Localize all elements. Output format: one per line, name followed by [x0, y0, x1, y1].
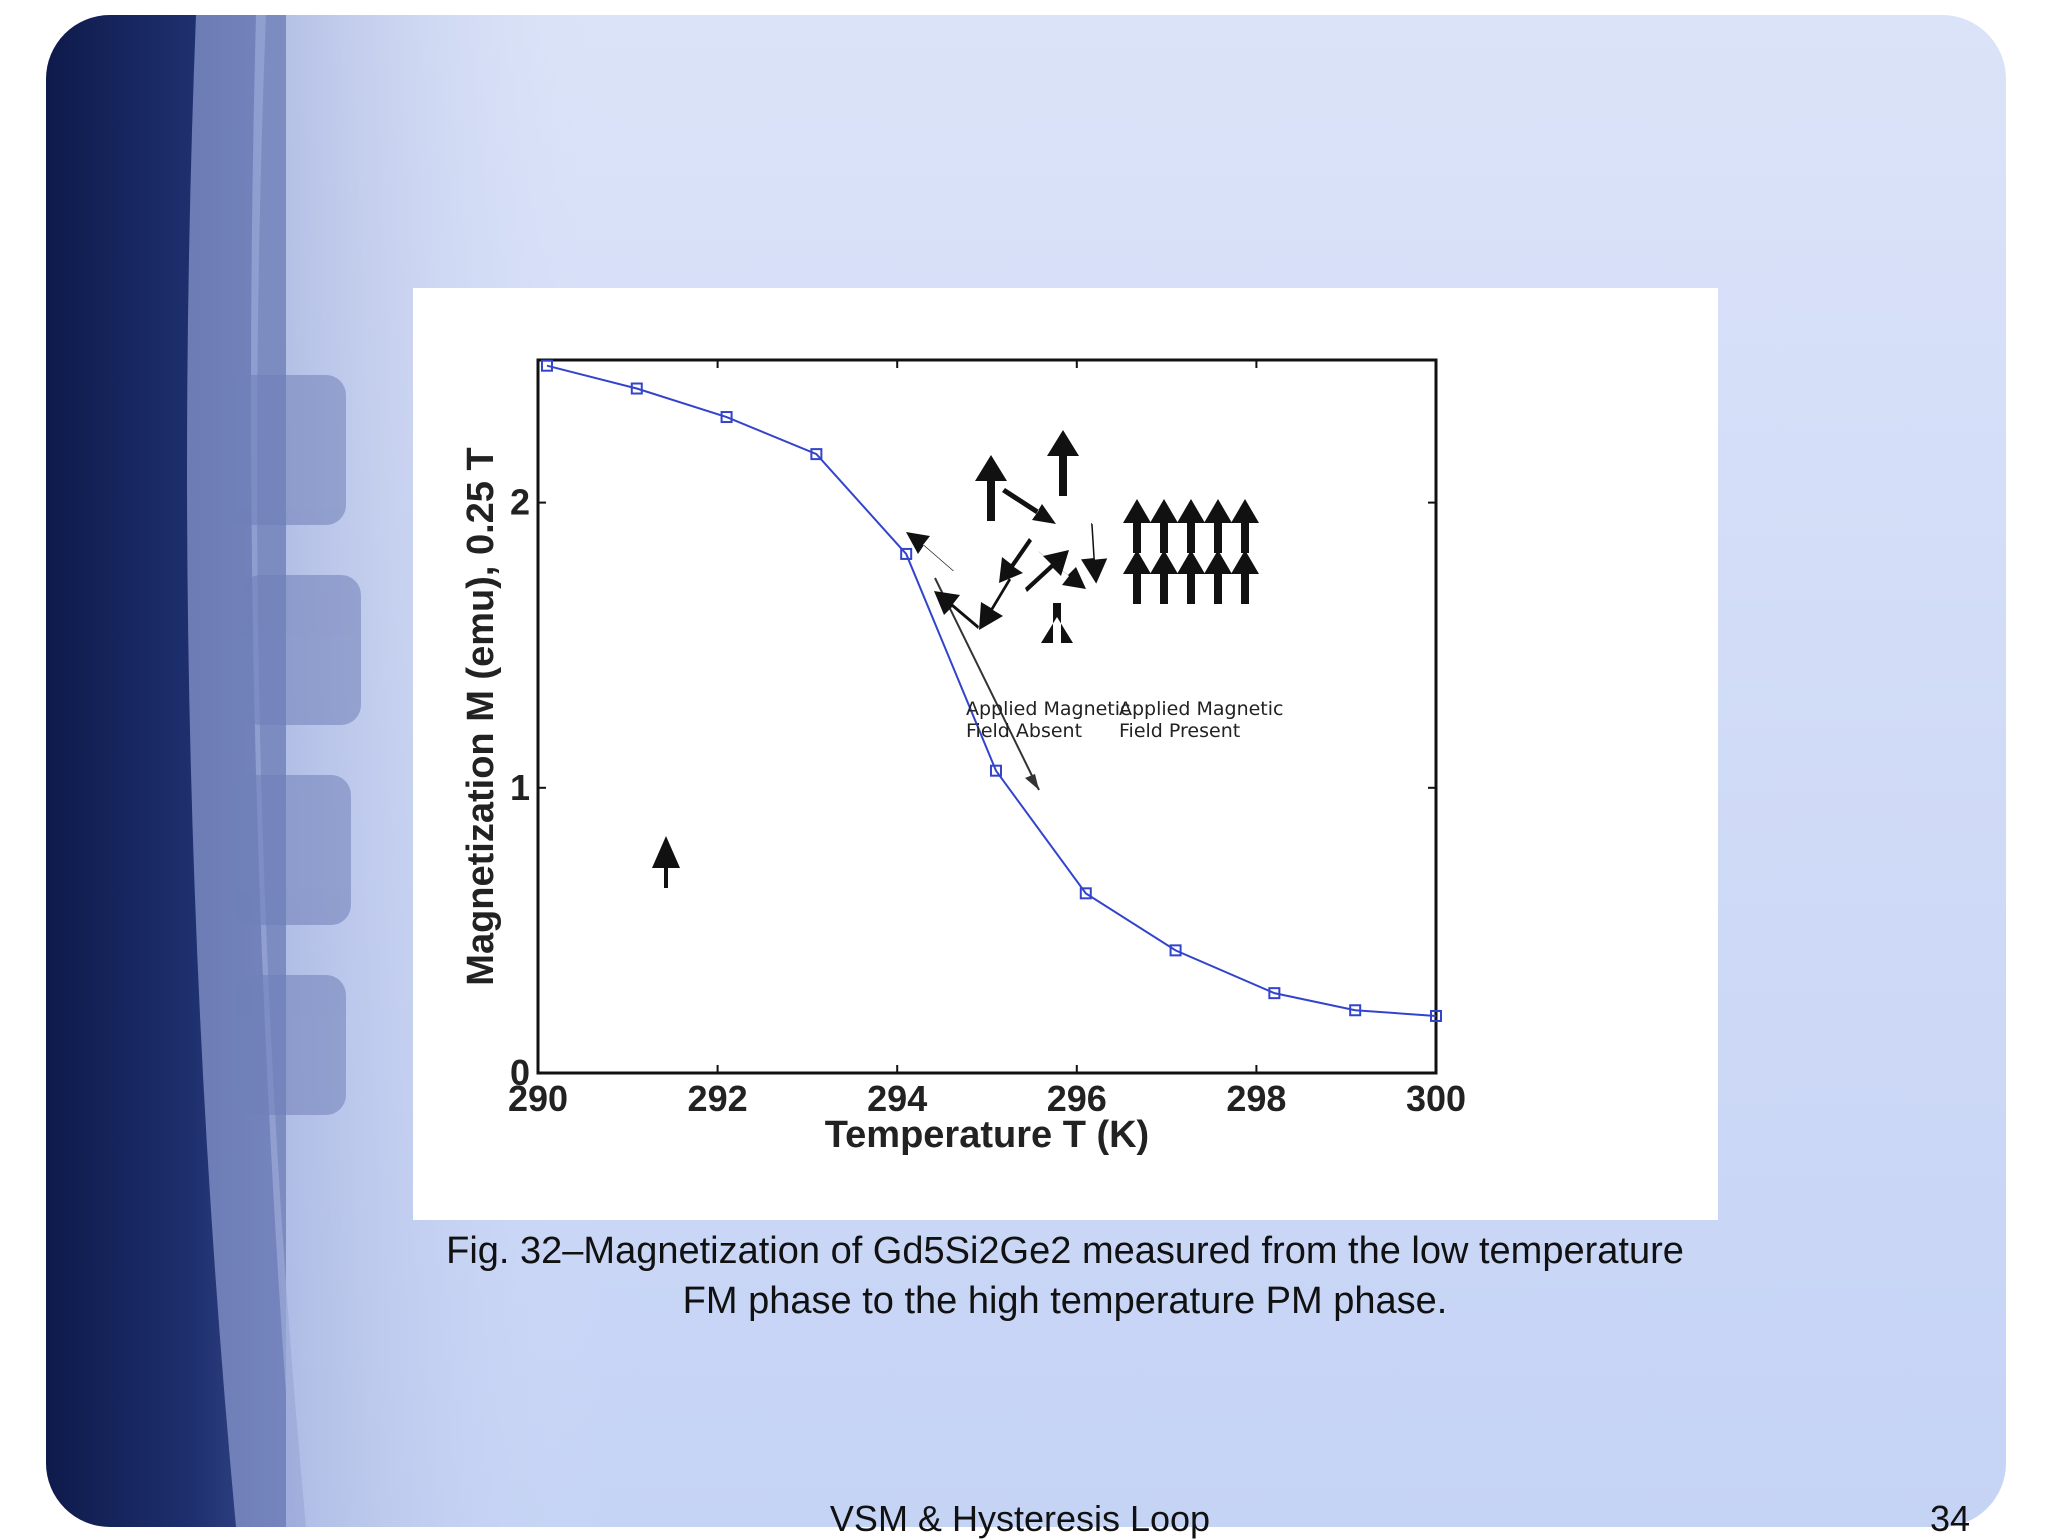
transition-arrow: [934, 577, 1040, 791]
y-tick-label: 2: [510, 482, 530, 523]
series-layer: [540, 359, 1442, 1022]
data-point: [630, 382, 643, 395]
y-axis: 0 1 2: [510, 482, 1436, 1093]
y-axis-title: Magnetization M (emu), 0.25 T: [460, 447, 502, 985]
inset-label-absent-line2: Field Absent: [966, 720, 1082, 742]
data-point: [1169, 944, 1182, 957]
data-point: [900, 547, 913, 560]
magnetization-chart: 290 292 294 296 298 300 0 1 2 Temperature T (K)…: [460, 358, 1466, 1156]
data-point: [1430, 1009, 1442, 1022]
chart-panel: 290 292 294 296 298 300 0 1 2 Temperature T (K)…: [413, 288, 1718, 1220]
x-axis-title: Temperature T (K): [825, 1114, 1149, 1156]
x-tick-label: 292: [688, 1078, 748, 1119]
data-point: [720, 411, 733, 424]
x-tick-label: 296: [1047, 1078, 1107, 1119]
series-line: [546, 364, 1437, 1017]
footer-title: VSM & Hysteresis Loop: [829, 1498, 1211, 1539]
inset-label-present-line1: Applied Magnetic: [1119, 698, 1283, 720]
data-point: [1349, 1004, 1362, 1017]
page-number: 34: [1930, 1498, 1971, 1539]
random-spins-icon: [906, 430, 1108, 643]
data-point: [540, 359, 553, 372]
x-tick-label: 300: [1406, 1078, 1466, 1119]
data-point: [1079, 887, 1092, 900]
x-tick-label: 294: [867, 1078, 927, 1119]
inset-label-absent-line1: Applied Magnetic: [966, 698, 1130, 720]
plot-border: [536, 358, 1438, 1075]
data-point: [1268, 987, 1281, 1000]
caption-line-1: Fig. 32–Magnetization of Gd5Si2Ge2 measu…: [446, 1230, 1684, 1272]
x-tick-label: 298: [1226, 1078, 1286, 1119]
spin-up-arrow-icon: [652, 836, 680, 888]
y-tick-label: 1: [510, 767, 530, 808]
y-tick-label: 0: [510, 1052, 530, 1093]
x-axis: 290 292 294 296 298 300: [508, 360, 1466, 1119]
data-point: [989, 764, 1002, 777]
figure-caption: Fig. 32–Magnetization of Gd5Si2Ge2 measu…: [380, 1226, 1750, 1326]
inset-label-present-line2: Field Present: [1119, 720, 1240, 742]
aligned-spins-icon: [1123, 499, 1259, 604]
data-point: [810, 448, 823, 461]
caption-line-2: FM phase to the high temperature PM phas…: [682, 1280, 1448, 1322]
plot-frame: [536, 358, 1438, 1075]
x-tick-label: 290: [508, 1078, 568, 1119]
